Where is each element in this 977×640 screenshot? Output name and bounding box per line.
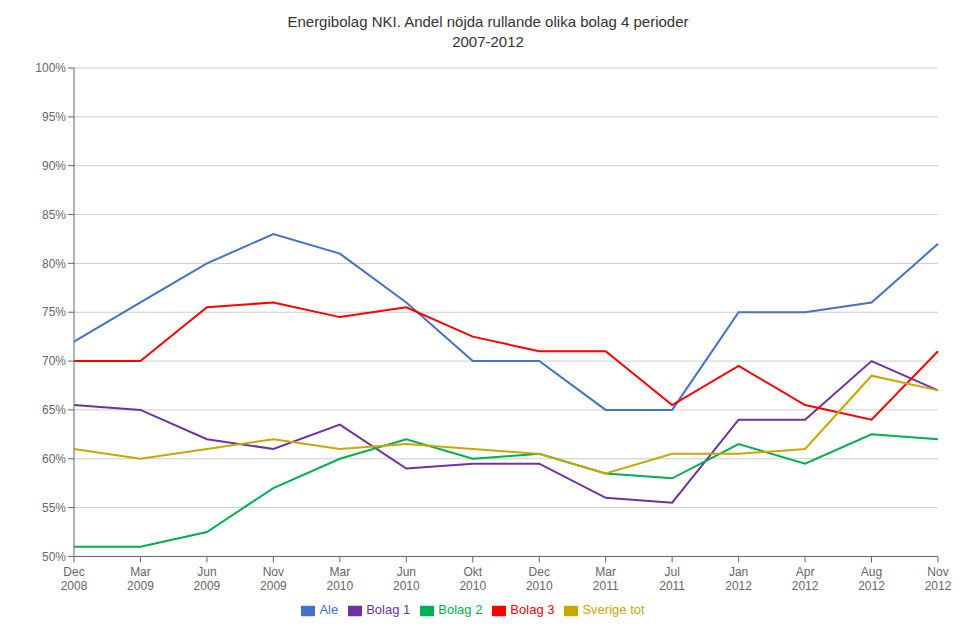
svg-text:Okt2010: Okt2010 [459,565,486,593]
html-text:Bolag 2: Bolag 2 [438,602,483,618]
svg-text:Jul2011: Jul2011 [659,565,685,593]
svg-text:Nov2012: Nov2012 [925,565,952,593]
svg-text:Jun2010: Jun2010 [393,565,420,593]
svg-text:Mar2010: Mar2010 [326,565,353,593]
svg-text:Jun2009: Jun2009 [194,565,221,593]
svg-text:Mar2009: Mar2009 [127,565,154,593]
svg-text:Dec2010: Dec2010 [526,565,553,593]
svg-text:70%: 70% [42,354,66,368]
svg-text:65%: 65% [42,403,66,417]
svg-text:95%: 95% [42,110,66,124]
svg-text:100%: 100% [35,61,66,75]
svg-text:Dec2008: Dec2008 [61,565,88,593]
svg-text:80%: 80% [42,257,66,271]
html-text:Ale: Ale [319,602,339,618]
svg-text:90%: 90% [42,159,66,173]
html-text:Energibolag NKI. Andel nöjda r: Energibolag NKI. Andel nöjda rullande ol… [287,13,689,50]
svg-text:Mar2011: Mar2011 [593,565,619,593]
svg-text:Aug2012: Aug2012 [858,565,885,593]
svg-text:60%: 60% [42,452,66,466]
html-text:Sverige tot: Sverige tot [582,602,645,618]
svg-text:Jan2012: Jan2012 [725,565,752,593]
html-text:Bolag 1: Bolag 1 [366,602,411,618]
svg-text:55%: 55% [42,501,66,515]
svg-text:50%: 50% [42,550,66,564]
svg-text:75%: 75% [42,305,66,319]
svg-text:85%: 85% [42,208,66,222]
html-text:Bolag 3: Bolag 3 [510,602,555,618]
svg-text:Apr2012: Apr2012 [792,565,819,593]
svg-text:Nov2009: Nov2009 [260,565,287,593]
